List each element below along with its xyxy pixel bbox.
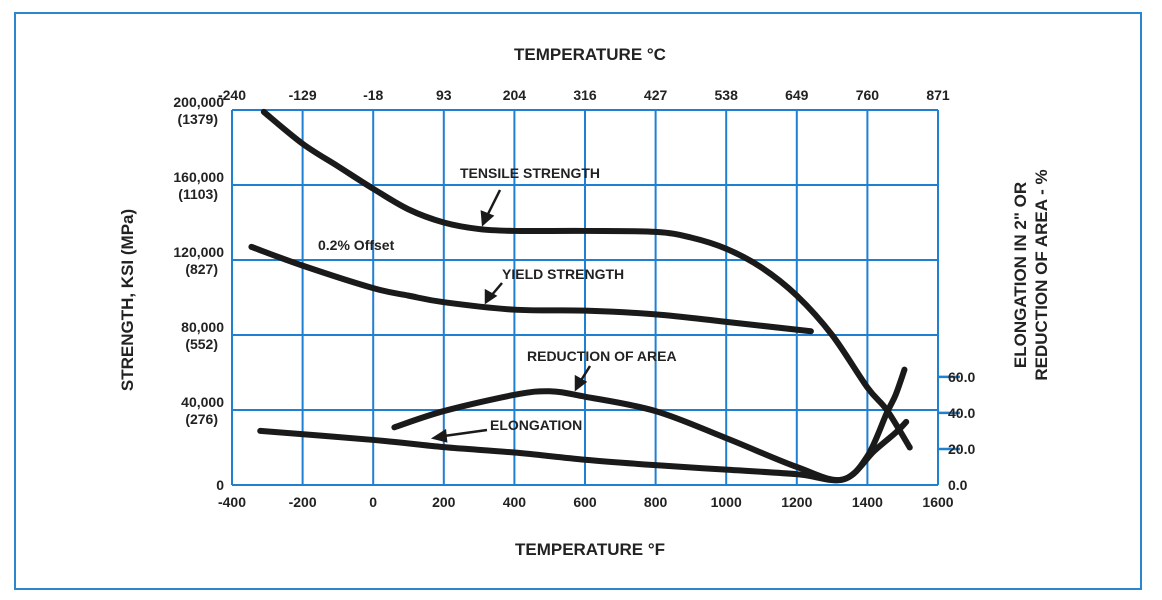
y2-tick-label: 0.0 [948,477,968,493]
x-top-tick-label: -18 [363,87,383,103]
x-tick-label: 1400 [852,494,883,510]
curves [248,108,913,484]
y2-tick-label: 40.0 [948,405,975,421]
arrow-elongation [443,428,488,438]
chart-frame [14,12,1142,590]
arrow-reduction-head [574,374,588,392]
x-top-tick-label: -129 [289,87,317,103]
label-elongation: ELONGATION [490,417,582,433]
y-tick-label: 0 [216,477,224,493]
label-offset: 0.2% Offset [318,237,395,253]
y-tick-sublabel: (827) [185,261,218,277]
y2-tick-label: 20.0 [948,441,975,457]
x-top-tick-label: 649 [785,87,809,103]
y-tick-sublabel: (1379) [178,111,218,127]
x-top-tick-label: -240 [218,87,246,103]
y-tick-label: 80,000 [181,319,224,335]
label-tensile-strength: TENSILE STRENGTH [460,165,600,181]
arrow-elongation-head [430,428,448,443]
arrow-yield-head [484,288,498,305]
x-tick-label: 0 [369,494,377,510]
grid [231,109,960,486]
ticks: -400 -240 -200 -129 0 -18 200 93 400 204 600 316 800… [173,87,975,510]
x-top-tick-label: 316 [573,87,597,103]
label-reduction-of-area: REDUCTION OF AREA [527,348,677,364]
x-top-tick-label: 93 [436,87,452,103]
series-line-yield-strength [248,243,814,335]
arrow-tensile-head [480,210,495,227]
x-tick-label: 600 [573,494,597,510]
y-tick-label: 160,000 [173,169,224,185]
series-line-elongation [257,366,908,484]
x-top-tick-label: 204 [503,87,527,103]
label-yield-strength: YIELD STRENGTH [502,266,624,282]
y-tick-sublabel: (276) [185,411,218,427]
arrow-tensile [485,189,502,217]
series-line-reduction-of-area [391,388,910,484]
x-top-tick-label: 760 [856,87,880,103]
y-tick-label: 40,000 [181,394,224,410]
y2-axis-title-line2: REDUCTION OF AREA - % [1032,169,1051,380]
y-tick-label: 120,000 [173,244,224,260]
x-tick-label: 400 [503,494,527,510]
x-top-axis-title: TEMPERATURE °C [514,45,666,64]
y-tick-label: 200,000 [173,94,224,110]
x-top-tick-label: 427 [644,87,668,103]
y2-axis-title-line1: ELONGATION IN 2" OR [1011,182,1030,368]
x-tick-label: 1600 [922,494,953,510]
y-tick-sublabel: (552) [185,336,218,352]
y-tick-sublabel: (1103) [178,186,218,202]
y2-tick-label: 60.0 [948,369,975,385]
y-axis-title: STRENGTH, KSI (MPa) [118,209,137,391]
x-top-tick-label: 538 [715,87,739,103]
x-tick-label: -200 [289,494,317,510]
x-top-tick-label: 871 [926,87,950,103]
x-axis-title: TEMPERATURE °F [515,540,665,559]
x-tick-label: 800 [644,494,668,510]
x-tick-label: 1000 [711,494,742,510]
x-tick-label: 200 [432,494,456,510]
x-tick-label: 1200 [781,494,812,510]
x-tick-label: -400 [218,494,246,510]
series-line-tensile-strength [260,108,913,451]
